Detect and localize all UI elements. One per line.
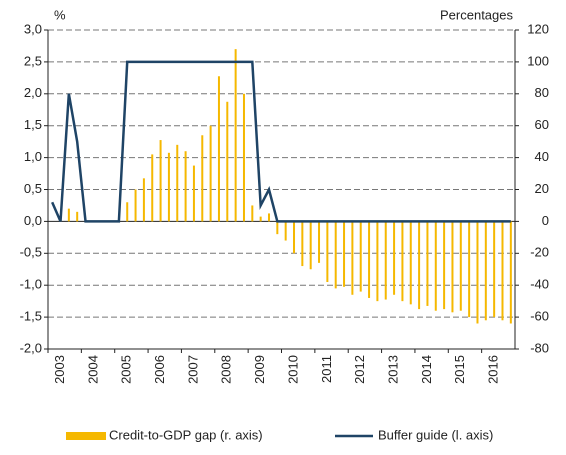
- bar: [226, 101, 229, 222]
- bar: [459, 221, 462, 311]
- bar: [509, 221, 512, 324]
- y-tick-label: 2,0: [24, 85, 42, 100]
- bar: [67, 208, 70, 222]
- bar: [418, 221, 421, 310]
- y-tick-label: -1,5: [20, 309, 42, 324]
- y-unit-label: %: [54, 7, 66, 22]
- x-tick-label: 2014: [419, 355, 434, 384]
- bar: [301, 221, 304, 267]
- bar: [201, 135, 204, 222]
- bar: [368, 221, 371, 298]
- bar: [293, 221, 296, 254]
- bar: [151, 154, 154, 222]
- bar: [309, 221, 312, 270]
- bar: [251, 205, 254, 222]
- bar: [493, 221, 496, 318]
- x-tick-label: 2010: [285, 355, 300, 384]
- bar: [209, 125, 212, 222]
- y-tick-label: 1,0: [24, 149, 42, 164]
- line: [51, 60, 511, 223]
- x-tick-label: 2009: [252, 355, 267, 384]
- bar: [326, 221, 329, 283]
- bar: [217, 76, 220, 222]
- bar: [184, 151, 187, 222]
- y2-tick-label: -20: [530, 245, 549, 260]
- bar: [401, 221, 404, 302]
- x-tick-label: 2007: [185, 355, 200, 384]
- y2-tick-label: 20: [535, 181, 549, 196]
- bar: [176, 144, 179, 222]
- bar: [434, 221, 437, 311]
- bar: [376, 221, 379, 302]
- x-tick-label: 2004: [85, 355, 100, 384]
- legend-label: Credit-to-GDP gap (r. axis): [109, 427, 263, 442]
- bar: [242, 93, 245, 222]
- x-tick-label: 2016: [486, 355, 501, 384]
- bar: [259, 216, 262, 222]
- y2-tick-label: 40: [535, 149, 549, 164]
- bar: [393, 221, 396, 295]
- bar: [476, 221, 479, 324]
- bar: [359, 221, 362, 292]
- y-tick-label: -2,0: [20, 340, 42, 355]
- bar: [451, 221, 454, 313]
- y2-tick-label: -60: [530, 309, 549, 324]
- x-tick-label: 2012: [352, 355, 367, 384]
- y-tick-label: 0,0: [24, 213, 42, 228]
- y2-unit-label: Percentages: [440, 7, 513, 22]
- bar: [276, 221, 279, 235]
- x-tick-label: 2008: [219, 355, 234, 384]
- bar: [76, 211, 79, 222]
- bar: [468, 221, 471, 318]
- y2-tick-label: -40: [530, 277, 549, 292]
- legend-swatch: [66, 432, 106, 440]
- bar: [126, 202, 129, 222]
- y-tick-label: -1,0: [20, 277, 42, 292]
- bar: [426, 221, 429, 306]
- x-tick-label: 2013: [386, 355, 401, 384]
- bar: [343, 221, 346, 287]
- x-tick-label: 2005: [119, 355, 134, 384]
- bar: [334, 221, 337, 289]
- y2-tick-label: 0: [542, 213, 549, 228]
- bar: [318, 221, 321, 263]
- bar: [409, 221, 412, 305]
- y2-tick-label: -80: [530, 340, 549, 355]
- y-tick-label: -0,5: [20, 245, 42, 260]
- bar: [167, 152, 170, 222]
- x-tick-label: 2015: [452, 355, 467, 384]
- y-tick-label: 2,5: [24, 53, 42, 68]
- y2-tick-label: 120: [527, 21, 549, 36]
- bar: [351, 221, 354, 295]
- x-tick-label: 2003: [52, 355, 67, 384]
- bar: [384, 221, 387, 300]
- y2-tick-label: 60: [535, 117, 549, 132]
- bar: [443, 221, 446, 310]
- y-tick-label: 3,0: [24, 21, 42, 36]
- bar: [284, 221, 287, 241]
- bar: [192, 165, 195, 222]
- bar: [267, 213, 270, 222]
- bar: [159, 140, 162, 222]
- y-tick-label: 1,5: [24, 117, 42, 132]
- legend-label: Buffer guide (l. axis): [378, 427, 493, 442]
- x-tick-label: 2011: [319, 355, 334, 383]
- y2-tick-label: 100: [527, 53, 549, 68]
- bar: [484, 221, 487, 321]
- bar: [234, 49, 237, 222]
- bar: [142, 178, 145, 222]
- x-tick-label: 2006: [152, 355, 167, 384]
- y2-tick-label: 80: [535, 85, 549, 100]
- bar: [134, 189, 137, 222]
- bar: [501, 221, 504, 321]
- y-tick-label: 0,5: [24, 181, 42, 196]
